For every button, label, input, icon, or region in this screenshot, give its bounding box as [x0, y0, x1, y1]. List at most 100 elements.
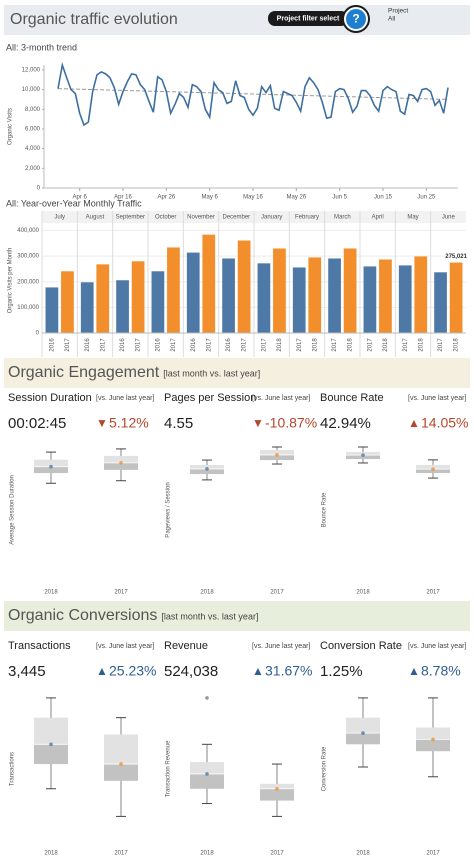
filter-label: Project	[388, 8, 408, 15]
dashboard-title: Organic traffic evolution	[10, 11, 178, 28]
box-lower	[190, 773, 224, 789]
kpi-arrow: ▲	[252, 664, 264, 678]
category-label: 2017	[426, 851, 440, 857]
year-label: 2017	[332, 338, 338, 352]
kpi-change: 14.05%	[421, 415, 468, 431]
kpi-compare: [vs. June last year]	[96, 643, 154, 650]
category-label: 2017	[114, 590, 128, 596]
box-center	[275, 453, 279, 457]
bar	[343, 248, 357, 333]
kpi-value: 4.55	[164, 415, 193, 432]
year-label: 2017	[403, 338, 409, 352]
bar	[379, 259, 392, 333]
bar	[308, 257, 322, 333]
help-button[interactable]	[346, 9, 366, 29]
month-header	[77, 211, 113, 223]
box-center	[49, 742, 53, 747]
filter-button-label[interactable]: Project filter select	[277, 15, 340, 22]
section-header	[4, 358, 470, 388]
box-center	[119, 461, 123, 465]
x-tick-label: May 26	[286, 195, 306, 201]
box-lower	[34, 744, 68, 765]
month-header	[112, 211, 148, 223]
year-label: 2018	[348, 338, 354, 352]
help-icon[interactable]: ?	[352, 12, 359, 26]
box-lower	[260, 454, 294, 461]
bar	[328, 258, 341, 333]
kpi-name: Session Duration	[8, 392, 92, 404]
y-tick-label: 300,000	[17, 254, 39, 260]
y-tick-label: 8,000	[25, 107, 41, 113]
month-header	[360, 211, 396, 223]
x-tick-label: Apr 6	[72, 195, 87, 201]
x-tick-label: Jun 15	[374, 195, 393, 201]
box-upper	[416, 727, 450, 740]
bar	[237, 240, 251, 333]
month-label: March	[334, 215, 351, 221]
kpi-compare: [vs. June last year]	[252, 643, 310, 650]
outlier	[205, 696, 209, 700]
month-label: February	[295, 215, 319, 221]
section-header	[4, 601, 470, 631]
x-tick-label: Apr 16	[114, 195, 132, 201]
box-axis-label: Pageviews / Session	[166, 482, 172, 537]
kpi-value: 524,038	[164, 663, 218, 680]
x-tick-label: Jun 5	[332, 195, 347, 201]
y-tick-label: 0	[37, 186, 41, 192]
kpi-value: 42.94%	[320, 415, 371, 432]
y-tick-label: 2,000	[25, 166, 41, 172]
box-upper	[416, 464, 450, 470]
section-subtitle: [last month vs. last year]	[163, 368, 260, 378]
box-axis-label: Transactions	[10, 752, 16, 786]
box-axis-label: Bounce Rate	[322, 492, 328, 527]
x-tick-label: May 6	[201, 195, 218, 201]
value-label: 275,021	[445, 254, 467, 260]
year-label: 2018	[312, 338, 318, 352]
bar	[273, 248, 286, 333]
month-header	[289, 211, 325, 223]
box-center	[361, 731, 365, 735]
bar	[186, 252, 200, 333]
filter-value[interactable]: All	[388, 16, 396, 23]
category-label: 2017	[270, 851, 284, 857]
x-tick-label: May 16	[243, 195, 263, 201]
category-label: 2018	[200, 590, 214, 596]
month-label: October	[155, 215, 176, 221]
box-upper	[260, 783, 294, 789]
month-header	[148, 211, 184, 223]
box-lower	[346, 455, 380, 460]
kpi-value: 3,445	[8, 663, 46, 680]
kpi-change: -10.87%	[265, 415, 317, 431]
bar	[363, 266, 377, 333]
kpi-arrow: ▼	[96, 416, 108, 430]
month-header	[218, 211, 254, 223]
year-label: 2017	[261, 338, 267, 352]
box-center	[119, 762, 123, 766]
x-tick-label: Apr 26	[157, 195, 175, 201]
category-label: 2018	[44, 851, 58, 857]
y-tick-label: 400,000	[17, 228, 39, 234]
box-lower	[416, 469, 450, 474]
kpi-name: Pages per Session	[164, 392, 256, 404]
y-tick-label: 6,000	[25, 127, 41, 133]
y-tick-label: 12,000	[22, 67, 41, 73]
year-label: 2018	[418, 338, 424, 352]
month-label: June	[442, 215, 456, 221]
bar	[61, 271, 74, 333]
kpi-compare: [vs. June last year]	[408, 643, 466, 650]
year-label: 2017	[297, 338, 303, 352]
bar	[398, 265, 412, 333]
kpi-change: 31.67%	[265, 663, 312, 679]
month-label: September	[116, 215, 145, 221]
kpi-name: Transactions	[8, 640, 71, 652]
filter-button[interactable]	[268, 11, 348, 26]
kpi-arrow: ▲	[96, 664, 108, 678]
y-axis-label: Organic Visits per Month	[8, 248, 14, 314]
year-label: 2016	[120, 338, 126, 352]
category-label: 2018	[356, 590, 370, 596]
box-lower	[34, 466, 68, 474]
month-label: July	[54, 215, 65, 221]
section-title: Organic Engagement	[8, 364, 160, 381]
kpi-compare: [vs. June last year]	[408, 395, 466, 402]
